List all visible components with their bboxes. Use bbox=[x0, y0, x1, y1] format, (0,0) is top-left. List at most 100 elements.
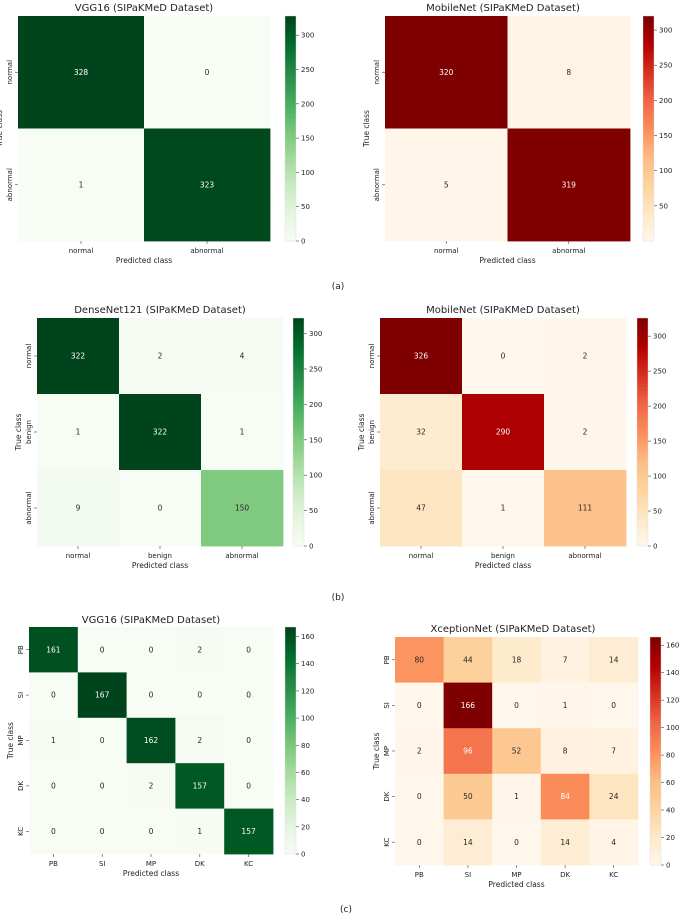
chart6-colorbar-tick-6: 120 bbox=[666, 697, 679, 705]
chart4-colorbar-segment bbox=[637, 542, 648, 547]
chart5-colorbar-segment bbox=[285, 797, 296, 802]
chart2-title: MobileNet (SIPaKMeD Dataset) bbox=[426, 3, 580, 14]
chart3-colorbar-segment bbox=[293, 359, 304, 365]
chart1-colorbar-segment bbox=[285, 181, 296, 186]
chart3-colorbar-tick-4: 200 bbox=[309, 401, 322, 409]
chart4-colorbar-segment bbox=[637, 451, 648, 456]
chart1-colorbar-segment bbox=[285, 38, 296, 43]
chart1-colorbar-segment bbox=[285, 61, 296, 66]
chart6-colorbar-segment bbox=[650, 682, 661, 687]
chart1-xtick-1: abnormal bbox=[190, 247, 223, 255]
chart5-colorbar-segment bbox=[285, 793, 296, 798]
chart5-colorbar-segment bbox=[285, 672, 296, 677]
chart6-cell-r4-c1 bbox=[443, 819, 493, 866]
chart4-colorbar-segment bbox=[637, 481, 648, 486]
chart6-cell-r3-c0 bbox=[395, 773, 444, 820]
chart2-colorbar-segment bbox=[643, 49, 654, 54]
chart5-colorbar-segment bbox=[285, 657, 296, 662]
chart1-colorbar-segment bbox=[285, 83, 296, 88]
chart1-colorbar-segment bbox=[285, 121, 296, 126]
chart2-colorbar-segment bbox=[643, 121, 654, 126]
chart5-colorbar-segment bbox=[285, 823, 296, 829]
chart4-cell-label-r2-c0: 47 bbox=[416, 504, 426, 513]
chart5-colorbar-segment bbox=[285, 714, 296, 719]
chart6-cell-label-r0-c4: 14 bbox=[609, 655, 619, 664]
chart5-colorbar-segment bbox=[285, 759, 296, 764]
chart5-cell-r4-c3 bbox=[175, 808, 225, 855]
chart3-colorbar-segment bbox=[293, 470, 304, 475]
chart3-colorbar-tick-2: 100 bbox=[309, 472, 322, 480]
chart5-colorbar-tick-6: 120 bbox=[301, 687, 314, 695]
chart6-cell-r3-c1 bbox=[443, 773, 493, 820]
chart2-colorbar-segment bbox=[643, 38, 654, 43]
chart5-colorbar-segment bbox=[285, 778, 296, 783]
chart3-colorbar-segment bbox=[293, 443, 304, 448]
chart6-colorbar-tick-7: 140 bbox=[666, 669, 679, 677]
chart2-colorbar-segment bbox=[643, 42, 654, 47]
chart1-colorbar-segment bbox=[285, 218, 296, 223]
chart5-colorbar-segment bbox=[285, 774, 296, 779]
chart5-colorbar-segment bbox=[285, 627, 296, 632]
chart3-colorbar-segment bbox=[293, 386, 304, 391]
chart6-colorbar-segment bbox=[650, 716, 661, 722]
chart6-colorbar-segment bbox=[650, 834, 661, 839]
chart1-colorbar-segment bbox=[285, 87, 296, 92]
chart4-colorbar-segment bbox=[637, 492, 648, 498]
chart4-colorbar-segment bbox=[637, 329, 648, 334]
chart3-cell-r2-c1 bbox=[119, 470, 202, 547]
chart2-colorbar-segment bbox=[643, 173, 654, 178]
chart6-cell-label-r4-c4: 4 bbox=[611, 838, 616, 847]
chart5-colorbar-segment bbox=[285, 676, 296, 681]
chart3-colorbar-segment bbox=[293, 500, 304, 505]
chart2-cell-label-r1-c1: 319 bbox=[562, 180, 577, 189]
chart6-colorbar-segment bbox=[650, 640, 661, 646]
chart4-colorbar-segment bbox=[637, 420, 648, 425]
chart5-colorbar-segment bbox=[285, 638, 296, 643]
chart2-colorbar-segment bbox=[643, 57, 654, 62]
chart5-cell-label-r2-c2: 162 bbox=[144, 736, 159, 745]
chart6-cell-label-r2-c1: 96 bbox=[463, 747, 473, 756]
chart2-colorbar-segment bbox=[643, 226, 654, 231]
chart2-colorbar-segment bbox=[643, 27, 654, 32]
chart2-colorbar-segment bbox=[643, 207, 654, 212]
chart3-xtick-1: benign bbox=[148, 552, 172, 560]
chart5-colorbar-tick-4: 80 bbox=[301, 742, 310, 750]
chart5-colorbar-segment bbox=[285, 736, 296, 741]
chart6-colorbar-tick-8: 160 bbox=[666, 642, 679, 650]
chart6-colorbar-segment bbox=[650, 766, 661, 771]
chart6-colorbar-segment bbox=[650, 644, 661, 649]
chart6-colorbar-segment bbox=[650, 811, 661, 817]
chart5-colorbar-segment bbox=[285, 789, 296, 794]
chart1-cell-label-r1-c1: 323 bbox=[200, 180, 215, 189]
chart5-colorbar-tick-2: 40 bbox=[301, 796, 310, 804]
chart6-cell-label-r4-c2: 0 bbox=[514, 838, 519, 847]
chart1-colorbar-segment bbox=[285, 233, 296, 238]
chart3-colorbar-segment bbox=[293, 508, 304, 513]
chart2-colorbar-segment bbox=[643, 214, 654, 219]
chart3-colorbar-segment bbox=[293, 413, 304, 418]
chart5-colorbar-segment bbox=[285, 702, 296, 707]
chart5-xtick-4: KC bbox=[244, 860, 253, 868]
chart6-colorbar-segment bbox=[650, 796, 661, 801]
chart1-colorbar-segment bbox=[285, 188, 296, 193]
chart6-colorbar-segment bbox=[650, 747, 661, 752]
chart2-colorbar-segment bbox=[643, 218, 654, 223]
chart4-colorbar-segment bbox=[637, 413, 648, 418]
chart1-colorbar-segment bbox=[285, 124, 296, 129]
chart3-colorbar-segment bbox=[293, 504, 304, 509]
chart3-cell-label-r1-c2: 1 bbox=[240, 428, 245, 437]
chart6-cell-label-r3-c3: 84 bbox=[560, 792, 570, 801]
chart1-colorbar-segment bbox=[285, 229, 296, 234]
chart1-colorbar-segment bbox=[285, 109, 296, 114]
chart3-xtick-2: abnormal bbox=[225, 552, 258, 560]
chart2-colorbar-segment bbox=[643, 192, 654, 197]
chart4-cell-label-r1-c1: 290 bbox=[496, 428, 511, 437]
chart6-cell-label-r2-c4: 7 bbox=[611, 747, 616, 756]
chart4-colorbar-segment bbox=[637, 443, 648, 448]
chart3-cell-r1-c0 bbox=[37, 394, 120, 471]
chart6-cell-r3-c4 bbox=[589, 773, 639, 820]
chart6-colorbar-segment bbox=[650, 739, 661, 744]
chart6-colorbar-segment bbox=[650, 659, 661, 665]
chart5-cell-r2-c3 bbox=[175, 717, 225, 764]
